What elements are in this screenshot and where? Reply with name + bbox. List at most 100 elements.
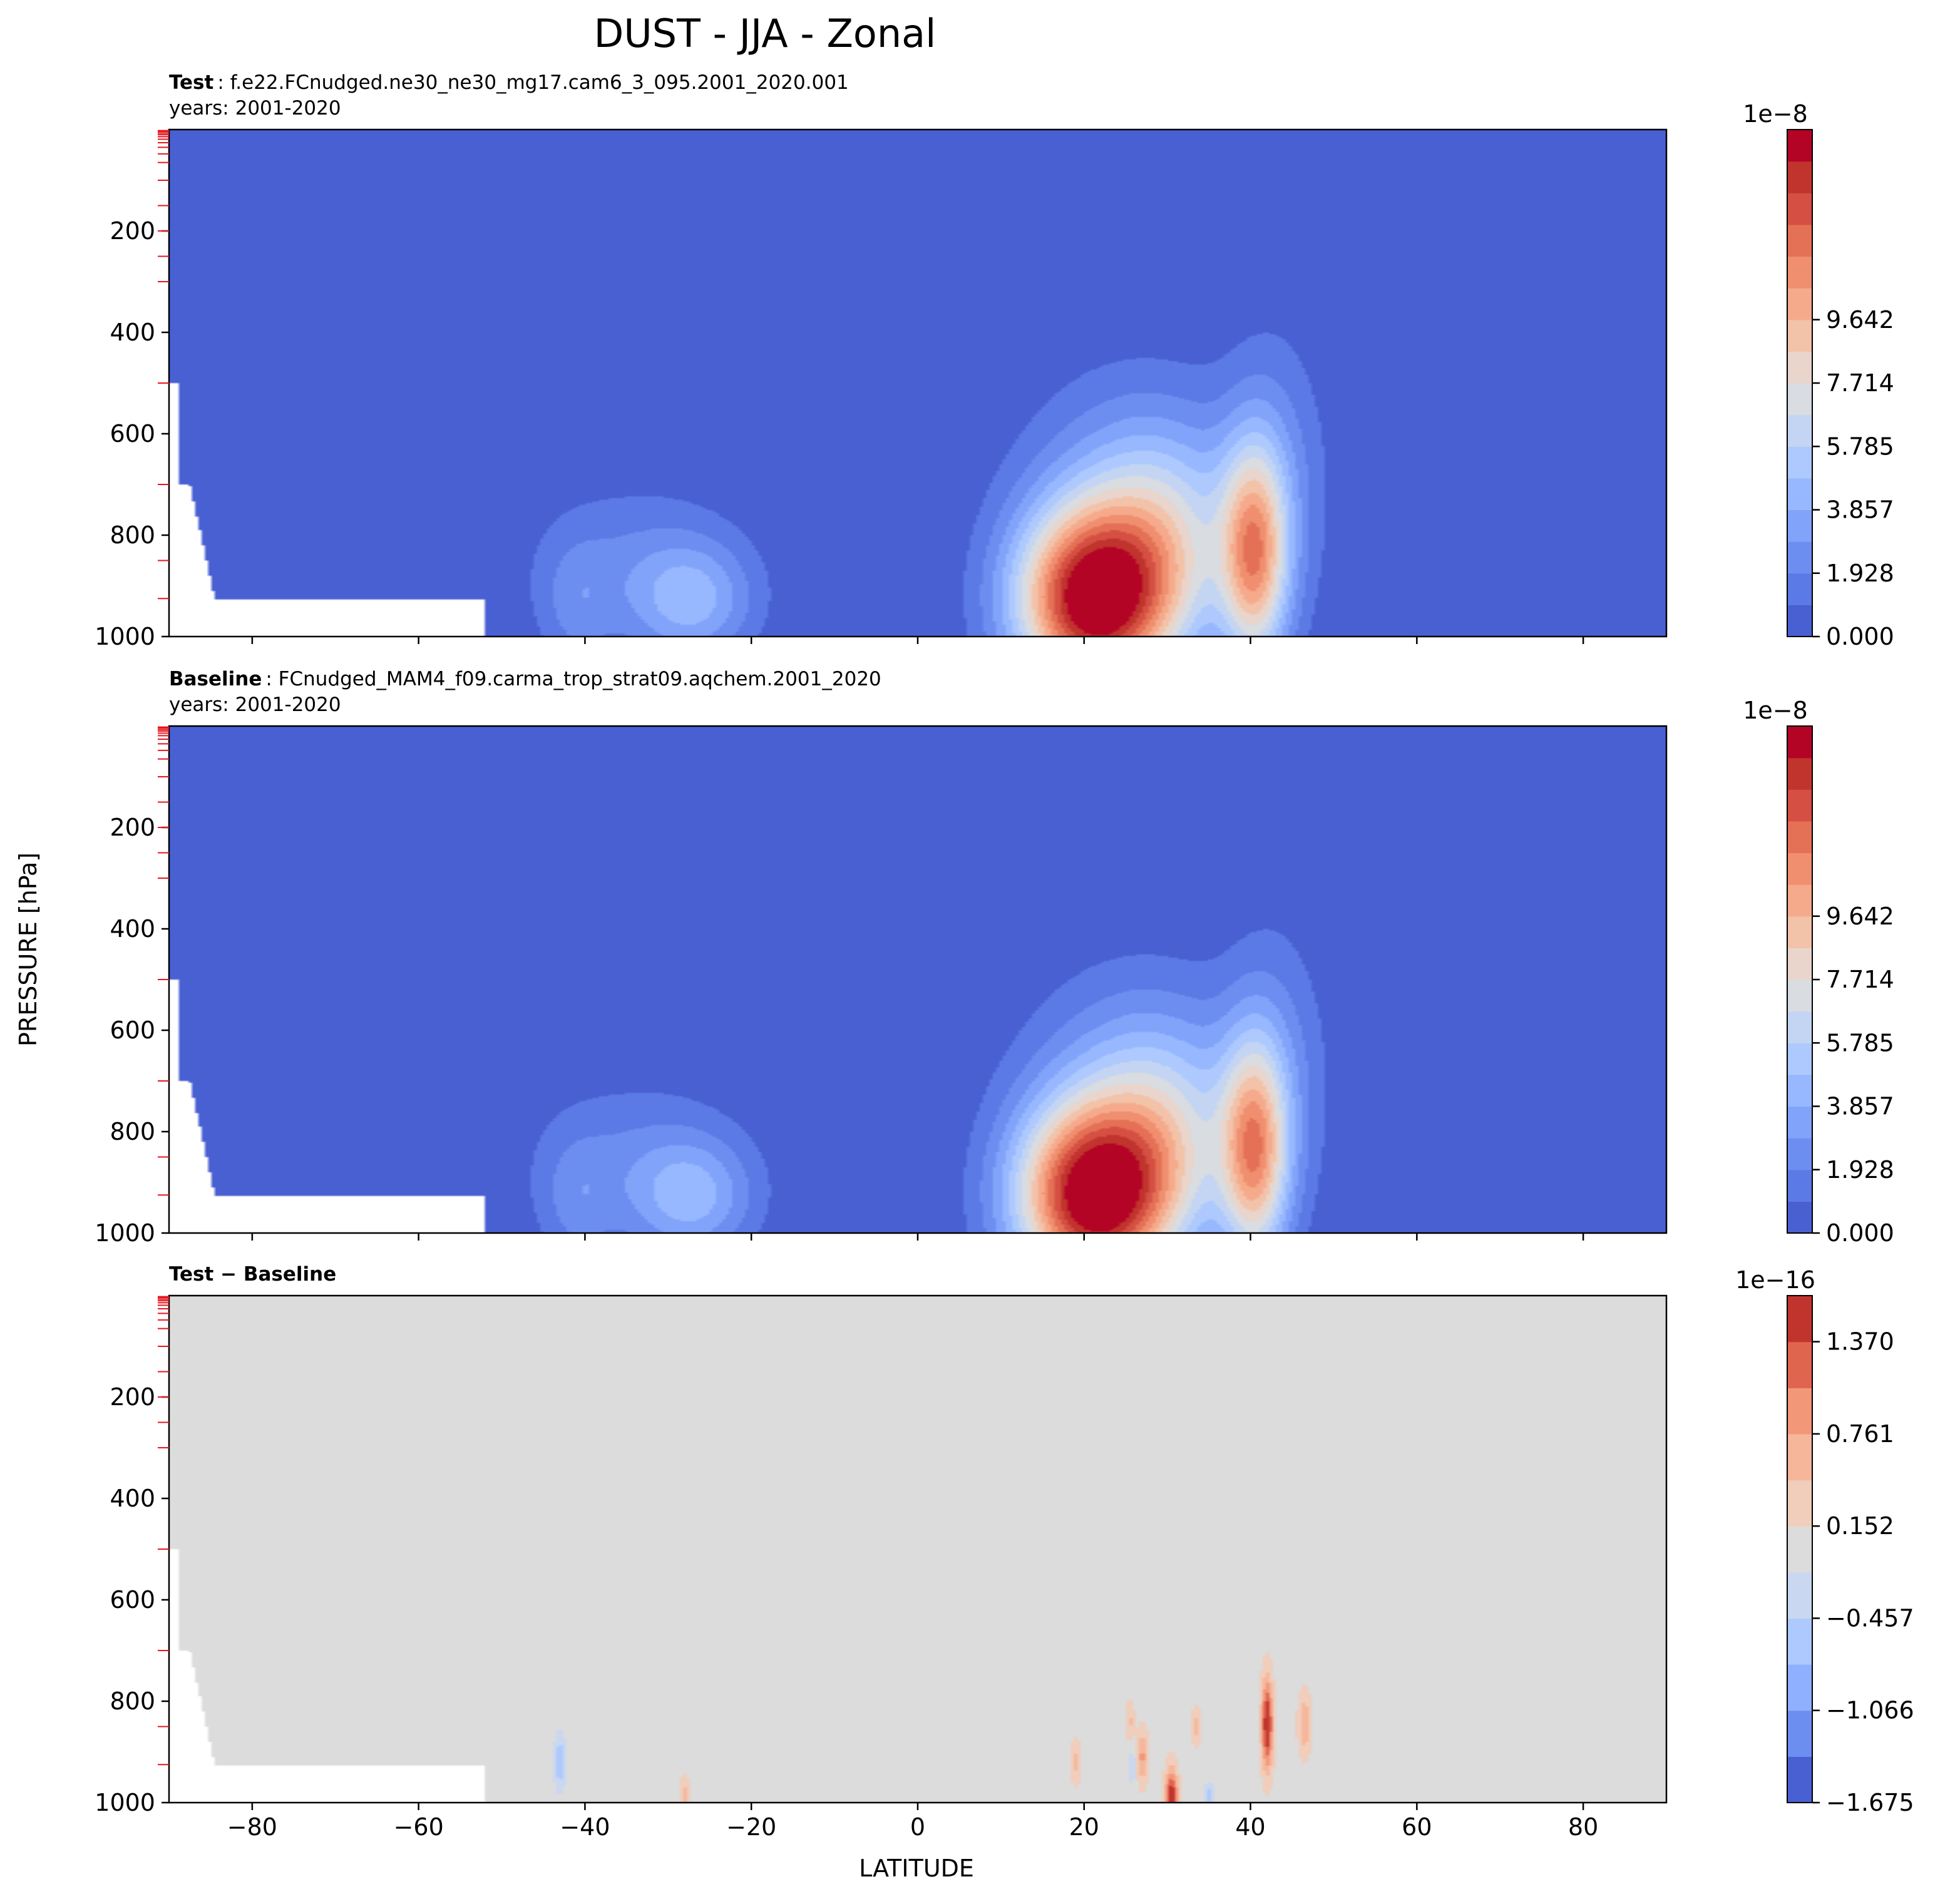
difference-y-axis: 200 400 600 800 1000 [95, 1296, 169, 1816]
contour-field-image [169, 130, 1666, 637]
colorbar-tick-label: 3.857 [1826, 1093, 1894, 1120]
x-tick-label: 40 [1235, 1813, 1265, 1841]
colorbar-level [1787, 1710, 1812, 1757]
colorbar-level [1787, 130, 1812, 162]
y-axis-label: PRESSURE [hPa] [14, 852, 42, 1047]
colorbar-level [1787, 1572, 1812, 1619]
colorbar-tick-label: 9.642 [1826, 903, 1894, 930]
colorbar-level [1787, 414, 1812, 447]
colorbar-level [1787, 1756, 1812, 1803]
colorbar-level [1787, 1138, 1812, 1170]
x-tick-label: 20 [1069, 1813, 1099, 1841]
colorbar-level [1787, 852, 1812, 885]
y-tick-label: 1000 [95, 1789, 155, 1816]
x-tick-label: −40 [560, 1813, 610, 1841]
difference-x-axis: −80 −60 −40 −20 0 20 40 60 80 [227, 1803, 1598, 1841]
y-tick-label: 200 [110, 217, 155, 245]
colorbar-level [1787, 884, 1812, 917]
baseline-panel-years: years: 2001-2020 [169, 694, 341, 716]
colorbar-level [1787, 948, 1812, 980]
y-tick-label: 400 [110, 915, 155, 943]
y-tick-label: 200 [110, 1383, 155, 1411]
colorbar-level [1787, 351, 1812, 384]
y-tick-label: 1000 [95, 623, 155, 650]
colorbar-level [1787, 1074, 1812, 1107]
colorbar-level [1787, 256, 1812, 289]
y-tick-label: 1000 [95, 1219, 155, 1247]
difference-colorbar: −1.675 −1.066 −0.457 0.152 0.761 1.370 [1787, 1295, 1914, 1816]
colorbar-tick-label: −1.066 [1826, 1697, 1914, 1724]
colorbar-tick-label: 0.000 [1826, 1219, 1894, 1247]
contour-field-image [169, 1296, 1666, 1803]
baseline-panel: Baseline: FCnudged_MAM4_f09.carma_trop_s… [95, 668, 1894, 1247]
y-tick-label: 400 [110, 319, 155, 346]
colorbar-level [1787, 161, 1812, 193]
x-tick-label: −80 [227, 1813, 277, 1841]
colorbar-tick-label: −0.457 [1826, 1604, 1914, 1632]
colorbar-level [1787, 916, 1812, 948]
x-tick-label: 60 [1402, 1813, 1432, 1841]
test-x-axis [251, 637, 1584, 644]
colorbar-level [1787, 1043, 1812, 1075]
figure-title: DUST - JJA - Zonal [594, 11, 936, 56]
colorbar-level [1787, 1011, 1812, 1043]
difference-colorbar-exponent: 1e−16 [1735, 1266, 1815, 1294]
colorbar-level [1787, 1388, 1812, 1435]
y-tick-label: 800 [110, 521, 155, 549]
colorbar-level [1787, 1433, 1812, 1481]
x-axis-label: LATITUDE [859, 1855, 974, 1882]
x-tick-label: 0 [910, 1813, 925, 1841]
baseline-y-axis: 200 400 600 800 1000 [95, 726, 169, 1247]
colorbar-tick-label: 5.785 [1826, 1029, 1894, 1057]
colorbar-level [1787, 1618, 1812, 1665]
baseline-contour-plot [169, 726, 1666, 1233]
colorbar-tick-label: 0.000 [1826, 623, 1894, 650]
colorbar-tick-label: 5.785 [1826, 433, 1894, 460]
colorbar-level [1787, 1201, 1812, 1234]
colorbar-level [1787, 605, 1812, 637]
test-colorbar-exponent: 1e−8 [1743, 100, 1808, 128]
colorbar-tick-label: −1.675 [1826, 1789, 1914, 1816]
contour-field-image [169, 726, 1666, 1233]
colorbar-level [1787, 757, 1812, 790]
test-panel-years: years: 2001-2020 [169, 97, 341, 120]
y-tick-label: 600 [110, 420, 155, 448]
colorbar-level [1787, 224, 1812, 257]
colorbar-level [1787, 319, 1812, 352]
x-tick-label: −20 [726, 1813, 776, 1841]
colorbar-tick-label: 7.714 [1826, 966, 1894, 993]
colorbar-tick-label: 9.642 [1826, 306, 1894, 334]
colorbar-tick-label: 1.928 [1826, 560, 1894, 587]
colorbar-level [1787, 573, 1812, 605]
test-y-axis: 200 400 600 800 1000 [95, 130, 169, 650]
colorbar-level [1787, 288, 1812, 320]
y-tick-label: 400 [110, 1485, 155, 1512]
colorbar-level [1787, 478, 1812, 511]
colorbar-tick-label: 0.152 [1826, 1512, 1894, 1540]
colorbar-tick-label: 7.714 [1826, 369, 1894, 397]
colorbar-level [1787, 1106, 1812, 1139]
colorbar-level [1787, 1664, 1812, 1711]
colorbar-tick-label: 0.761 [1826, 1420, 1894, 1448]
baseline-colorbar-exponent: 1e−8 [1743, 697, 1808, 724]
difference-contour-plot [169, 1296, 1666, 1803]
baseline-panel-title: Baseline: FCnudged_MAM4_f09.carma_trop_s… [169, 668, 881, 690]
colorbar-level [1787, 509, 1812, 542]
colorbar-level [1787, 193, 1812, 225]
colorbar-level [1787, 1341, 1812, 1388]
colorbar-frame [1787, 1295, 1813, 1803]
colorbar-level [1787, 383, 1812, 416]
test-contour-plot [169, 130, 1666, 637]
baseline-x-axis [251, 1233, 1584, 1241]
y-tick-label: 200 [110, 814, 155, 841]
colorbar-level [1787, 821, 1812, 854]
x-tick-label: −60 [394, 1813, 444, 1841]
y-tick-label: 600 [110, 1016, 155, 1044]
colorbar-level [1787, 446, 1812, 479]
colorbar-tick-label: 1.370 [1826, 1328, 1894, 1356]
test-colorbar: 0.000 1.928 3.857 5.785 7.714 9.642 [1787, 129, 1894, 650]
test-panel: Test: f.e22.FCnudged.ne30_ne30_mg17.cam6… [95, 71, 1894, 650]
colorbar-level [1787, 726, 1812, 759]
